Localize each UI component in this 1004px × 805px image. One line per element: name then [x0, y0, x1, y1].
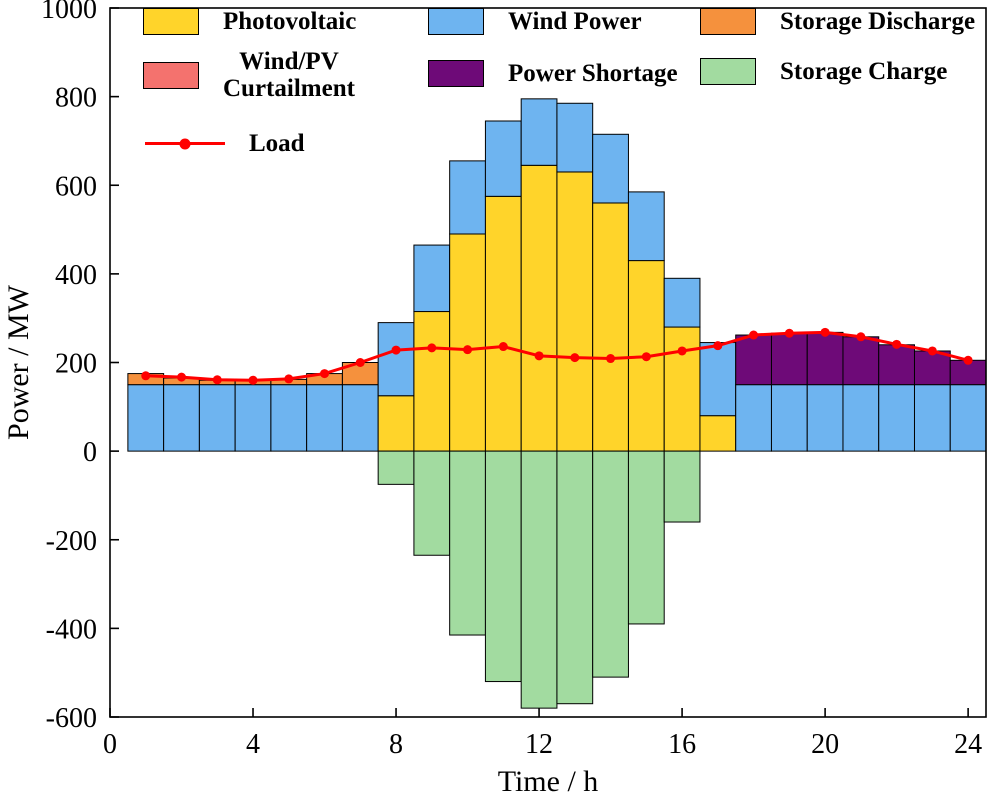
wind-power-bar [377, 322, 415, 397]
wind-power-bar [592, 133, 629, 204]
x-tick-label: 4 [246, 729, 260, 760]
load-line [145, 330, 969, 382]
photovoltaic-bar [699, 415, 737, 452]
photovoltaic-bar [449, 233, 486, 452]
load-marker [856, 332, 866, 342]
wind-power-bar [556, 102, 594, 173]
load-marker [320, 369, 330, 379]
wind-power-bar [270, 384, 308, 452]
load-marker [677, 346, 687, 356]
power-shortage-bar [806, 331, 844, 386]
wind-power-bar [913, 384, 951, 452]
x-tick-label: 20 [811, 729, 839, 760]
x-axis: 0 4 8 12 16 20 24 [103, 708, 982, 760]
wind-power-bar [163, 384, 200, 452]
x-tick-label: 8 [389, 729, 403, 760]
x-tick-label: 16 [668, 729, 696, 760]
y-tick-label: 1000 [41, 0, 97, 25]
y-tick-label: 200 [55, 349, 97, 380]
wind-power-bar [663, 277, 701, 328]
wind-power-bar [770, 384, 808, 452]
wind-power-bar [806, 384, 844, 452]
photovoltaic-bar [556, 171, 594, 452]
x-tick-label: 24 [954, 729, 982, 760]
load-marker [641, 352, 651, 362]
y-axis: -600 -400 -200 0 200 400 600 800 1000 [41, 0, 119, 734]
storage-charge-bar [484, 450, 522, 683]
y-tick-label: 800 [55, 83, 97, 114]
storage-charge-bar [377, 450, 415, 485]
storage-charge-bar [413, 450, 451, 556]
load-marker [427, 343, 437, 353]
power-shortage-bar [842, 336, 880, 386]
load-marker [177, 372, 187, 382]
photovoltaic-bar [377, 395, 415, 452]
load-marker [606, 354, 616, 364]
y-tick-label: 600 [55, 171, 97, 202]
photovoltaic-bar [520, 164, 558, 452]
load-marker [212, 375, 222, 385]
storage-charge-bar [663, 450, 701, 523]
storage-charge-bar [520, 450, 558, 709]
load-marker [248, 375, 258, 385]
photovoltaic-bar [413, 311, 451, 452]
load-marker [963, 355, 973, 365]
load-marker [570, 353, 580, 363]
load-marker [284, 374, 294, 384]
load-marker [534, 351, 544, 361]
y-axis-title: Power / MW [2, 284, 35, 440]
load-marker [355, 358, 365, 367]
load-marker [463, 345, 473, 355]
load-marker [892, 339, 902, 349]
wind-power-bar [842, 384, 880, 452]
wind-power-bar [234, 384, 272, 452]
power-shortage-bar [878, 344, 915, 386]
storage-charge-bar [592, 450, 629, 678]
load-marker [391, 345, 401, 355]
y-tick-label: -600 [46, 703, 97, 734]
load-marker [749, 330, 759, 340]
power-shortage-bar [735, 334, 772, 386]
wind-power-bar [413, 244, 451, 313]
x-axis-title: Time / h [498, 765, 599, 798]
bars-group [127, 98, 987, 709]
load-marker [820, 327, 830, 337]
storage-charge-bar [627, 450, 665, 625]
storage-charge-bar [449, 450, 486, 636]
wind-power-bar [127, 384, 165, 452]
wind-power-bar [735, 384, 772, 452]
load-marker [498, 342, 508, 352]
power-shortage-bar [913, 350, 951, 386]
power-shortage-bar [949, 359, 987, 386]
wind-power-bar [878, 384, 915, 452]
wind-power-bar [520, 98, 558, 166]
y-tick-label: -400 [46, 614, 97, 645]
wind-power-bar [341, 384, 379, 452]
y-tick-label: 0 [83, 437, 97, 468]
load-marker [784, 328, 794, 338]
wind-power-bar [627, 191, 665, 262]
load-marker [141, 371, 151, 381]
wind-power-bar [306, 384, 343, 452]
power-shortage-bar [770, 332, 808, 386]
storage-charge-bar [556, 450, 594, 705]
x-tick-label: 0 [103, 729, 117, 760]
wind-power-bar [699, 342, 737, 417]
load-marker [713, 341, 723, 351]
load-marker [927, 346, 937, 356]
y-tick-label: 400 [55, 260, 97, 291]
wind-power-bar [449, 160, 486, 235]
wind-power-bar [484, 120, 522, 197]
wind-power-bar [949, 384, 987, 452]
photovoltaic-bar [663, 326, 701, 452]
x-tick-label: 12 [525, 729, 553, 760]
photovoltaic-bar [592, 202, 629, 452]
y-tick-label: -200 [46, 526, 97, 557]
photovoltaic-bar [484, 195, 522, 452]
wind-power-bar [198, 384, 236, 452]
